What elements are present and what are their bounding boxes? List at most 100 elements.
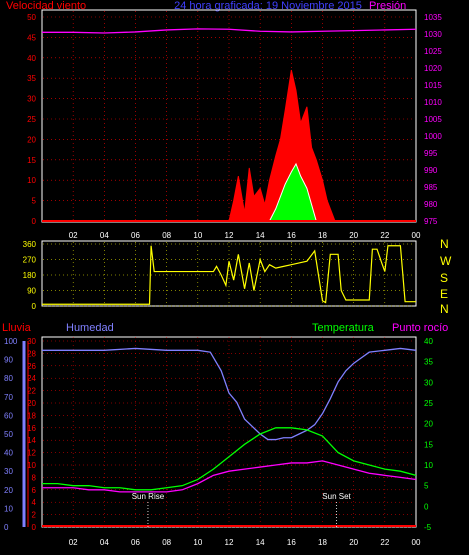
humidity-y-tick-label: 70 — [4, 393, 13, 402]
rain-y-tick-label: 2 — [32, 511, 37, 520]
bottom-x-tick-label: 10 — [193, 538, 202, 547]
pressure-y-tick-label: 1025 — [424, 47, 442, 56]
wind-y-tick-label: 40 — [27, 54, 36, 63]
pressure-y-tick-label: 975 — [424, 217, 438, 226]
direction-y-tick-label: 0 — [32, 302, 37, 311]
humidity-y-tick-label: 40 — [4, 449, 13, 458]
bottom-x-tick-label: 02 — [69, 538, 78, 547]
temperature-line — [42, 427, 417, 491]
humidity-y-tick-label: 30 — [4, 467, 13, 476]
humidity-y-tick-label: 80 — [4, 374, 13, 383]
pressure-y-tick-label: 1015 — [424, 81, 442, 90]
rain-title: Lluvia — [2, 322, 32, 334]
temperature-y-tick-label: -5 — [424, 523, 432, 532]
compass-label-s: S — [440, 271, 448, 285]
humidity-line — [42, 347, 417, 441]
temperature-y-tick-label: 35 — [424, 358, 433, 367]
top-x-tick-label: 06 — [131, 231, 140, 240]
dewpoint-line — [42, 460, 417, 493]
bottom-x-tick-label: 06 — [131, 538, 140, 547]
wind-y-tick-label: 0 — [32, 217, 37, 226]
rain-y-tick-label: 28 — [27, 349, 36, 358]
top-x-tick-label: 02 — [69, 231, 78, 240]
wind-direction-line — [42, 245, 416, 305]
direction-panel-frame — [41, 240, 417, 307]
pressure-line — [42, 28, 417, 34]
wind-y-tick-label: 20 — [27, 135, 36, 144]
humidity-y-tick-label: 90 — [4, 356, 13, 365]
pressure-y-tick-label: 1035 — [424, 13, 442, 22]
temperature-y-tick-label: 30 — [424, 378, 433, 387]
top-x-tick-label: 20 — [349, 231, 358, 240]
temperature-y-tick-label: 10 — [424, 461, 433, 470]
pressure-y-tick-label: 985 — [424, 183, 438, 192]
bottom-x-tick-label: 18 — [318, 538, 327, 547]
top-x-tick-label: 12 — [225, 231, 234, 240]
wind-y-tick-label: 10 — [27, 176, 36, 185]
humidity-y-tick-label: 100 — [4, 337, 18, 346]
temperature-y-tick-label: 40 — [424, 337, 433, 346]
direction-y-tick-label: 90 — [27, 287, 36, 296]
pressure-y-tick-label: 990 — [424, 166, 438, 175]
compass-label-w: W — [440, 254, 452, 268]
wind-y-tick-label: 25 — [27, 115, 36, 124]
rain-y-tick-label: 14 — [27, 436, 36, 445]
pressure-y-tick-label: 1020 — [424, 64, 442, 73]
bottom-x-tick-label: 12 — [225, 538, 234, 547]
temperature-title: Temperatura — [312, 322, 375, 334]
wind-speed-area — [228, 69, 336, 222]
wind-y-tick-label: 45 — [27, 33, 36, 42]
bottom-x-tick-label: 22 — [380, 538, 389, 547]
pressure-y-tick-label: 1000 — [424, 132, 442, 141]
wind-y-tick-label: 5 — [32, 197, 37, 206]
bottom-x-tick-label: 08 — [162, 538, 171, 547]
top-x-tick-label: 10 — [193, 231, 202, 240]
compass-label-e: E — [440, 287, 448, 301]
temperature-y-tick-label: 5 — [424, 482, 429, 491]
top-x-tick-label: 04 — [100, 231, 109, 240]
wind-y-tick-label: 15 — [27, 156, 36, 165]
humidity-y-tick-label: 50 — [4, 430, 13, 439]
top-x-tick-label: 14 — [256, 231, 265, 240]
rain-y-tick-label: 8 — [32, 473, 37, 482]
temperature-y-tick-label: 25 — [424, 399, 433, 408]
pressure-y-tick-label: 1005 — [424, 115, 442, 124]
humidity-title: Humedad — [66, 322, 114, 334]
pressure-y-tick-label: 980 — [424, 200, 438, 209]
compass-labels: N W S E N — [440, 237, 452, 316]
humidity-y-tick-label: 10 — [4, 504, 13, 513]
rain-y-tick-label: 20 — [27, 399, 36, 408]
humidity-y-tick-label: 0 — [4, 523, 9, 532]
rain-y-tick-label: 18 — [27, 411, 36, 420]
humidity-y-tick-label: 20 — [4, 486, 13, 495]
rain-y-tick-label: 12 — [27, 449, 36, 458]
temperature-y-tick-label: 15 — [424, 440, 433, 449]
bottom-x-tick-label: 04 — [100, 538, 109, 547]
wind-y-tick-label: 30 — [27, 95, 36, 104]
bottom-x-tick-label: 00 — [412, 538, 421, 547]
wind-y-tick-label: 35 — [27, 74, 36, 83]
pressure-y-tick-label: 1010 — [424, 98, 442, 107]
rain-y-tick-label: 16 — [27, 424, 36, 433]
rain-y-tick-label: 24 — [27, 374, 36, 383]
sunrise-label: Sun Rise — [132, 492, 165, 501]
top-x-tick-label: 00 — [412, 231, 421, 240]
temperature-y-tick-label: 20 — [424, 420, 433, 429]
humidity-y-tick-label: 60 — [4, 411, 13, 420]
compass-label-n-bottom: N — [440, 302, 449, 316]
direction-y-tick-label: 270 — [23, 256, 37, 265]
sunset-label: Sun Set — [322, 492, 351, 501]
top-x-tick-label: 22 — [380, 231, 389, 240]
rain-y-tick-label: 4 — [32, 498, 37, 507]
direction-y-tick-label: 360 — [23, 240, 37, 249]
top-x-tick-label: 18 — [318, 231, 327, 240]
dewpoint-title: Punto rocío — [392, 322, 448, 334]
rain-y-tick-label: 22 — [27, 387, 36, 396]
rain-y-tick-label: 0 — [32, 523, 37, 532]
bottom-x-tick-label: 14 — [256, 538, 265, 547]
bottom-x-tick-label: 16 — [287, 538, 296, 547]
chart-date-title: 24 hora graficada: 19 Noviembre 2015 — [174, 0, 362, 12]
top-x-tick-label: 08 — [162, 231, 171, 240]
bottom-x-tick-label: 20 — [349, 538, 358, 547]
